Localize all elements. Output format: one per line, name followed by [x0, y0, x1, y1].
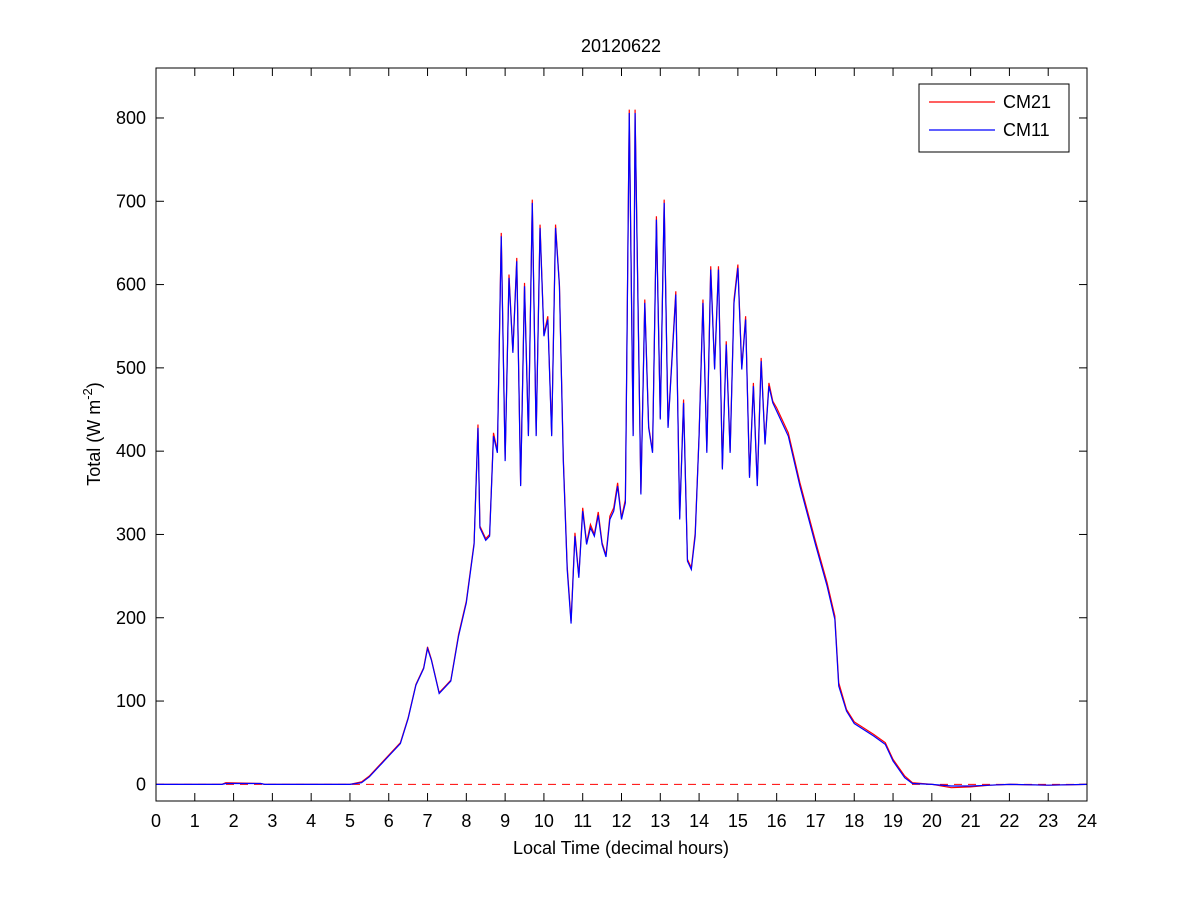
x-tick-label: 18	[844, 811, 864, 831]
x-tick-label: 6	[384, 811, 394, 831]
chart-title: 20120622	[581, 36, 661, 56]
x-tick-label: 11	[573, 811, 592, 831]
plot-frame	[155, 67, 1088, 802]
x-tick-label: 14	[689, 811, 709, 831]
x-tick-label: 3	[267, 811, 277, 831]
x-tick-label: 1	[190, 811, 200, 831]
x-tick-label: 5	[345, 811, 355, 831]
series-line	[156, 112, 1088, 787]
x-tick-label: 10	[534, 811, 554, 831]
x-axis-label: Local Time (decimal hours)	[513, 838, 729, 858]
x-tick-label: 8	[461, 811, 471, 831]
x-tick-label: 17	[805, 811, 825, 831]
x-tick-label: 13	[650, 811, 670, 831]
y-tick-label: 600	[116, 275, 146, 295]
x-tick-label: 16	[767, 811, 787, 831]
y-tick-label: 300	[116, 524, 146, 544]
x-tick-label: 2	[229, 811, 239, 831]
legend-box	[918, 83, 1070, 153]
y-label-main: Total (W m	[84, 400, 104, 486]
x-tick-label: 7	[423, 811, 433, 831]
y-tick-label: 400	[116, 441, 146, 461]
x-tick-label: 23	[1038, 811, 1058, 831]
y-tick-label: 800	[116, 108, 146, 128]
legend-label: CM21	[1003, 92, 1051, 112]
x-tick-label: 0	[151, 811, 161, 831]
y-axis-label: Total (W m-2)	[80, 382, 104, 486]
x-tick-label: 4	[306, 811, 316, 831]
x-tick-label: 21	[961, 811, 981, 831]
x-tick-label: 9	[500, 811, 510, 831]
y-label-close: )	[84, 382, 104, 388]
x-tick-label: 20	[922, 811, 942, 831]
x-tick-label: 12	[611, 811, 631, 831]
y-tick-label: 500	[116, 358, 146, 378]
x-tick-label: 24	[1077, 811, 1097, 831]
x-tick-label: 15	[728, 811, 748, 831]
x-tick-label: 22	[999, 811, 1019, 831]
y-tick-label: 700	[116, 191, 146, 211]
y-label-sup: -2	[80, 388, 95, 400]
y-tick-label: 100	[116, 691, 146, 711]
legend-label: CM11	[1003, 120, 1050, 140]
x-tick-label: 19	[883, 811, 903, 831]
y-tick-label: 0	[136, 774, 146, 794]
y-tick-label: 200	[116, 608, 146, 628]
